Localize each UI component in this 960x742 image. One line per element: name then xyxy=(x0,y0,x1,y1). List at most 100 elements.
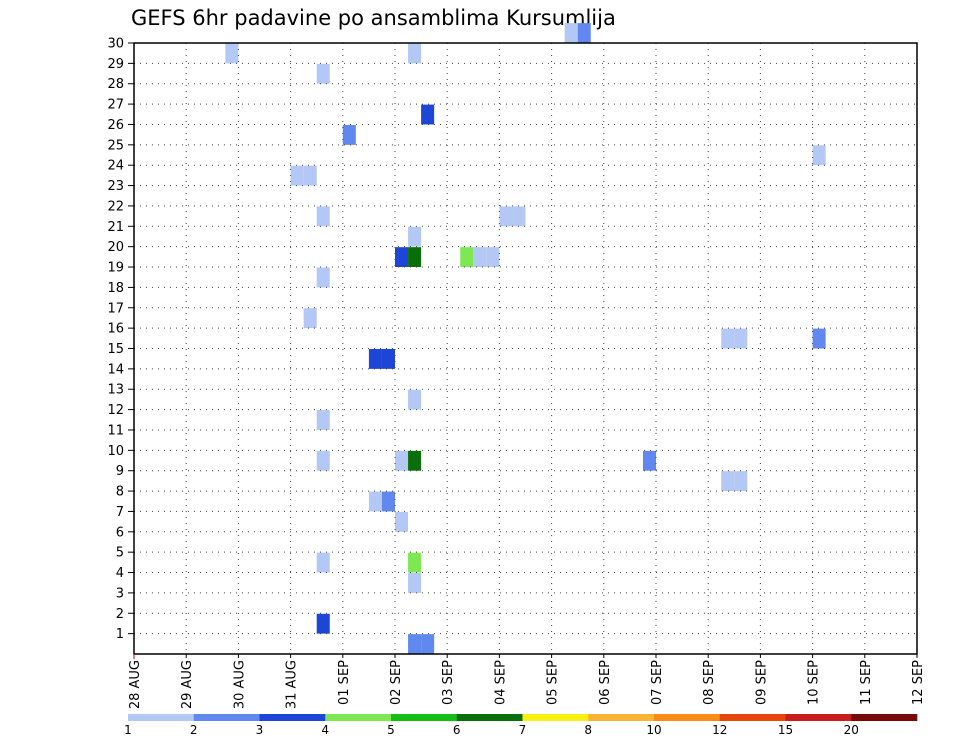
x-tick-label: 04 SEP xyxy=(493,660,508,705)
precip-cell xyxy=(642,450,656,471)
color-legend: 1 2 3 4 5 6 7 8 10 12 15 20 xyxy=(124,714,918,737)
precip-cell xyxy=(290,165,304,186)
x-tick-label: 05 SEP xyxy=(546,660,561,705)
precip-cell xyxy=(368,349,382,369)
legend-label: 10 xyxy=(646,723,661,737)
precip-cell xyxy=(303,165,317,186)
y-tick-label: 11 xyxy=(107,423,124,438)
x-tick-label: 31 AUG xyxy=(285,660,300,709)
y-tick-label: 2 xyxy=(116,607,124,622)
precip-cell xyxy=(734,471,748,492)
axis-layer: 1234567891011121314151617181920212223242… xyxy=(107,37,926,710)
precip-cell xyxy=(408,634,422,654)
precip-cell xyxy=(721,471,735,492)
precip-cell xyxy=(421,104,435,125)
y-tick-label: 19 xyxy=(107,261,124,276)
legend-swatch xyxy=(128,714,195,721)
legend-swatch xyxy=(456,714,523,721)
y-tick-label: 21 xyxy=(107,220,124,235)
y-tick-label: 14 xyxy=(107,362,124,377)
y-tick-label: 3 xyxy=(116,586,124,601)
x-tick-label: 06 SEP xyxy=(598,660,613,705)
precip-cell xyxy=(316,410,330,430)
y-tick-label: 28 xyxy=(107,77,124,92)
y-tick-label: 15 xyxy=(107,342,124,357)
legend-swatch xyxy=(588,714,655,721)
y-tick-label: 26 xyxy=(107,118,124,133)
precip-cell xyxy=(564,23,578,43)
y-tick-label: 13 xyxy=(107,383,124,398)
y-tick-label: 27 xyxy=(107,98,124,113)
precip-cell xyxy=(812,328,826,349)
legend-label: 6 xyxy=(453,723,461,737)
y-tick-label: 1 xyxy=(116,627,124,642)
cells-layer xyxy=(225,23,826,654)
precip-cell xyxy=(499,206,513,227)
legend-swatch xyxy=(259,714,326,721)
legend-label: 7 xyxy=(519,723,527,737)
y-tick-label: 23 xyxy=(107,179,124,194)
x-tick-label: 29 AUG xyxy=(180,660,195,709)
x-tick-label: 11 SEP xyxy=(859,660,874,705)
legend-label: 8 xyxy=(584,723,592,737)
legend-swatch xyxy=(391,714,458,721)
legend-label: 20 xyxy=(844,723,859,737)
y-tick-label: 7 xyxy=(116,505,124,520)
x-tick-label: 08 SEP xyxy=(702,660,717,705)
y-tick-label: 8 xyxy=(116,485,124,500)
chart-title: GEFS 6hr padavine po ansamblima Kursumli… xyxy=(131,6,616,30)
legend-swatch xyxy=(193,714,260,721)
precip-cell xyxy=(577,23,591,43)
precip-cell xyxy=(381,349,395,369)
precip-cell xyxy=(316,552,330,573)
precip-cell xyxy=(316,613,330,634)
y-tick-label: 30 xyxy=(107,37,124,52)
precip-cell xyxy=(342,124,356,145)
precip-cell xyxy=(421,634,435,654)
y-tick-label: 20 xyxy=(107,240,124,255)
legend-label: 5 xyxy=(387,723,395,737)
precip-cell xyxy=(486,247,500,268)
y-tick-label: 4 xyxy=(116,566,124,581)
x-tick-label: 01 SEP xyxy=(337,660,352,705)
legend-swatch xyxy=(522,714,589,721)
legend-label: 4 xyxy=(321,723,329,737)
x-tick-label: 28 AUG xyxy=(128,660,143,709)
precip-cell xyxy=(316,63,330,84)
y-tick-label: 16 xyxy=(107,322,124,337)
precip-cell xyxy=(395,511,409,532)
precip-cell xyxy=(408,226,422,247)
precip-cell xyxy=(408,43,422,64)
plot-frame xyxy=(133,42,918,655)
legend-label: 12 xyxy=(712,723,727,737)
legend-swatch xyxy=(785,714,852,721)
precip-cell xyxy=(473,247,487,268)
y-tick-label: 6 xyxy=(116,525,124,540)
y-tick-label: 18 xyxy=(107,281,124,296)
precip-cell xyxy=(512,206,526,227)
precip-cell xyxy=(408,389,422,410)
legend-label: 15 xyxy=(778,723,793,737)
precip-cell xyxy=(395,450,409,471)
x-tick-label: 03 SEP xyxy=(441,660,456,705)
legend-label: 1 xyxy=(124,723,132,737)
precip-cell xyxy=(381,491,395,512)
precip-cell xyxy=(812,145,826,166)
precip-cell xyxy=(408,573,422,593)
y-tick-label: 12 xyxy=(107,403,124,418)
x-tick-label: 09 SEP xyxy=(754,660,769,705)
precip-cell xyxy=(316,450,330,471)
y-tick-label: 10 xyxy=(107,444,124,459)
grid-layer xyxy=(134,43,917,654)
legend-swatch xyxy=(654,714,721,721)
precip-cell xyxy=(408,247,422,268)
x-tick-label: 30 AUG xyxy=(232,660,247,709)
legend-swatch xyxy=(325,714,392,721)
y-tick-label: 17 xyxy=(107,301,124,316)
legend-swatch xyxy=(851,714,918,721)
precip-cell xyxy=(734,328,748,349)
precip-cell xyxy=(408,552,422,573)
x-tick-label: 10 SEP xyxy=(807,660,822,705)
x-tick-label: 02 SEP xyxy=(389,660,404,705)
